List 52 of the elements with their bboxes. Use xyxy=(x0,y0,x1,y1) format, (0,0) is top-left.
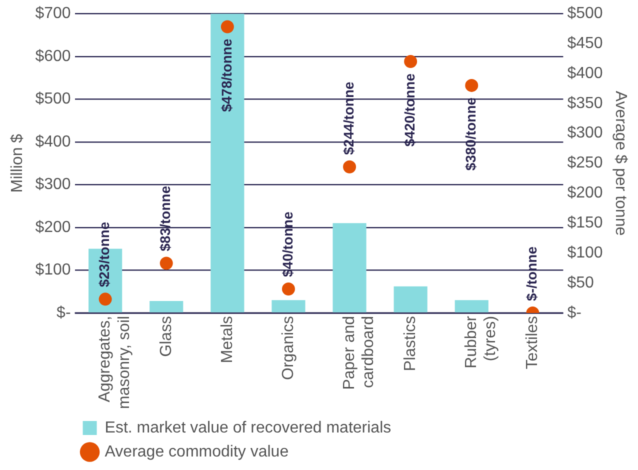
x-tick-label: Textiles xyxy=(524,316,542,370)
y2-tick-label: $50 xyxy=(567,274,594,292)
y-tick-label: $- xyxy=(56,304,71,322)
data-label: $23/tonne xyxy=(96,222,112,288)
y2-tick-label: $- xyxy=(567,304,582,322)
x-tick-label: Paper and cardboard xyxy=(340,316,378,390)
point xyxy=(343,160,356,174)
data-label: $380/tonne xyxy=(462,97,478,171)
legend-label: Average commodity value xyxy=(104,443,289,460)
y2-tick-label: $250 xyxy=(567,154,603,172)
bar xyxy=(150,300,184,312)
y2-axis-title: Average $ per tonne xyxy=(612,90,629,236)
point xyxy=(282,282,295,296)
point xyxy=(160,256,173,270)
y-tick-label: $400 xyxy=(35,133,71,150)
data-label: $244/tonne xyxy=(340,82,356,155)
bar xyxy=(394,286,428,312)
x-tick-label: Glass xyxy=(158,316,175,357)
y-tick-label: $100 xyxy=(35,262,71,279)
y2-tick-label: $500 xyxy=(567,5,603,22)
data-label: $-/tonne xyxy=(524,246,540,301)
data-label: $478/tonne xyxy=(218,38,234,112)
x-tick-label: Rubber (tyres) xyxy=(463,315,500,368)
point xyxy=(465,78,478,92)
data-label: $83/tonne xyxy=(157,186,174,252)
y-tick-label: $500 xyxy=(35,90,71,108)
y-tick-label: $700 xyxy=(35,5,71,22)
y-tick-label: $200 xyxy=(35,218,71,236)
x-tick-label: Plastics xyxy=(402,316,419,372)
y-tick-label: $300 xyxy=(35,176,71,194)
bar xyxy=(332,223,366,312)
x-tick-label: Aggregates, masonry, soil xyxy=(96,316,133,409)
y2-tick-label: $150 xyxy=(567,214,603,232)
bar xyxy=(210,14,244,312)
y2-tick-label: $200 xyxy=(567,184,603,202)
y2-tick-label: $450 xyxy=(567,34,603,52)
data-label: $420/tonne xyxy=(401,73,418,147)
y-axis-title: Million $ xyxy=(9,134,26,193)
y2-tick-label: $350 xyxy=(567,94,603,112)
point xyxy=(404,54,418,68)
y2-tick-label: $100 xyxy=(567,244,603,262)
x-tick-label: Organics xyxy=(280,316,297,380)
bar xyxy=(272,300,306,312)
y2-tick-label: $400 xyxy=(567,64,603,82)
x-tick-label: Metals xyxy=(218,316,236,364)
legend-label: Est. market value of recovered materials xyxy=(104,419,392,436)
point xyxy=(220,20,234,34)
point xyxy=(98,292,112,306)
y-tick-label: $600 xyxy=(35,48,71,65)
bar xyxy=(454,300,488,312)
y2-tick-label: $300 xyxy=(567,124,603,142)
data-label: $40/tonne xyxy=(279,211,296,277)
